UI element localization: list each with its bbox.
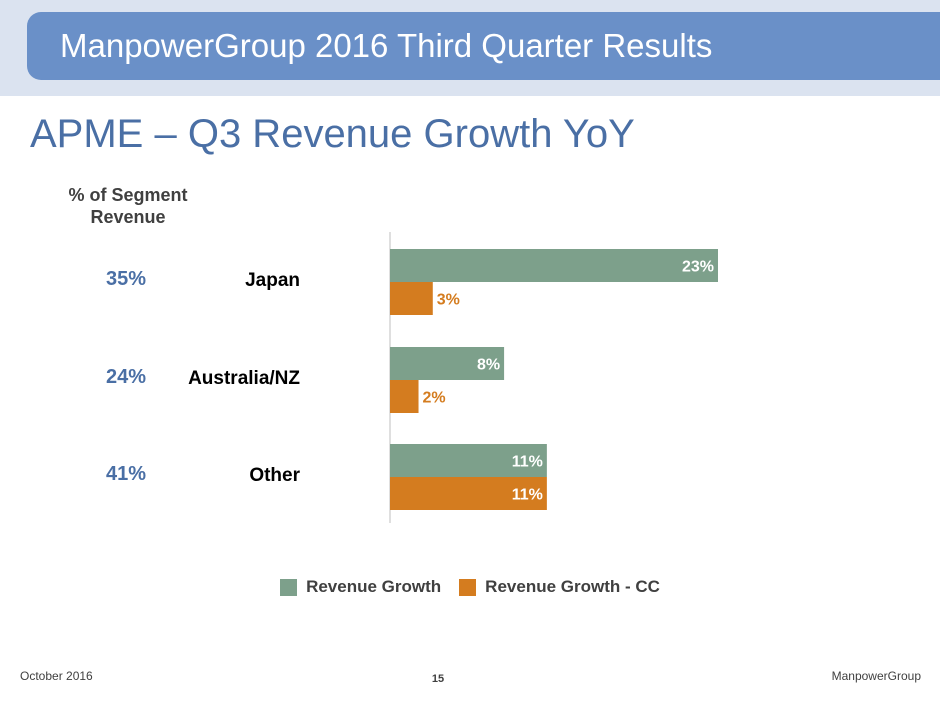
page-number: 15 xyxy=(431,673,445,685)
region-label-other: Other xyxy=(249,465,300,486)
data-label-australia-nz-revenue-growth: 8% xyxy=(477,357,500,374)
segment-share-japan: 35% xyxy=(105,268,147,290)
segment-share-header: % of Segment Revenue xyxy=(68,185,188,227)
chart-legend: Revenue Growth Revenue Growth - CC xyxy=(0,577,940,597)
region-label-australia-nz: Australia/NZ xyxy=(188,368,300,389)
header-bar xyxy=(27,12,940,80)
data-label-japan-revenue-growth: 23% xyxy=(682,259,714,276)
data-label-japan-revenue-growth-cc: 3% xyxy=(437,292,460,309)
bar-other-revenue-growth-cc xyxy=(390,477,547,510)
legend-swatch-revenue-growth xyxy=(280,578,298,596)
header-title: ManpowerGroup 2016 Third Quarter Results xyxy=(60,27,713,64)
data-label-other-revenue-growth-cc: 11% xyxy=(512,487,543,504)
bar-japan-revenue-growth xyxy=(390,249,718,282)
region-label-japan: Japan xyxy=(245,270,300,291)
legend-label-revenue-growth-cc: Revenue Growth - CC xyxy=(485,577,660,596)
data-label-other-revenue-growth: 11% xyxy=(512,454,543,471)
slide-title: APME – Q3 Revenue Growth YoY xyxy=(30,112,635,156)
bar-other-revenue-growth xyxy=(390,444,547,477)
segment-share-australia-nz: 24% xyxy=(105,366,147,388)
legend-item-revenue-growth: Revenue Growth xyxy=(280,577,441,597)
bar-australia-nz-revenue-growth-cc xyxy=(390,380,419,413)
data-label-australia-nz-revenue-growth-cc: 2% xyxy=(423,390,446,407)
bar-australia-nz-revenue-growth xyxy=(390,347,505,380)
footer-date: October 2016 xyxy=(20,669,93,683)
footer-company: ManpowerGroup xyxy=(831,669,921,683)
legend-label-revenue-growth: Revenue Growth xyxy=(306,577,442,596)
legend-item-revenue-growth-cc: Revenue Growth - CC xyxy=(459,577,660,597)
legend-swatch-revenue-growth-cc xyxy=(459,578,477,596)
bar-japan-revenue-growth-cc xyxy=(390,282,433,315)
segment-share-other: 41% xyxy=(105,463,147,485)
